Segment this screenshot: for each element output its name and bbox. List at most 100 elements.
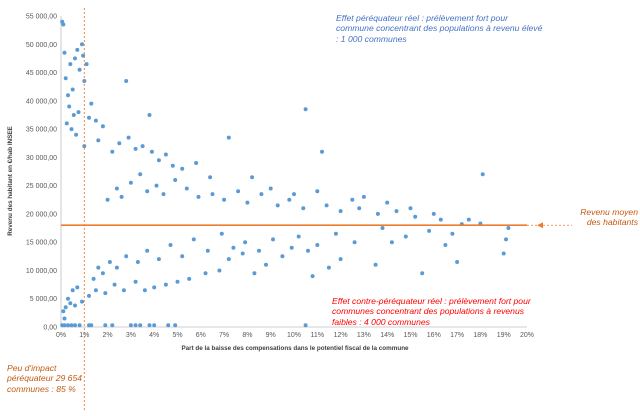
data-point (82, 144, 87, 149)
data-point (75, 47, 80, 52)
data-point (306, 248, 310, 253)
data-point (103, 291, 108, 296)
data-point (138, 172, 143, 177)
x-tick-label: 11% (311, 332, 325, 339)
data-point (194, 161, 199, 165)
y-tick-label: 5 000,00 (30, 296, 57, 303)
data-point (333, 231, 338, 236)
mean-revenue-arrow (537, 222, 543, 229)
high-income-annotation: Effet péréquateur réel : prélèvement for… (336, 13, 543, 44)
y-tick-label: 55 000,00 (26, 14, 57, 21)
data-point (84, 62, 89, 67)
data-point (75, 285, 80, 290)
reference-lines (61, 8, 572, 412)
data-point (124, 254, 129, 259)
y-tick-label: 25 000,00 (26, 183, 57, 190)
x-tick-label: 1% (79, 332, 89, 339)
data-point (145, 189, 150, 194)
data-point (119, 194, 124, 199)
data-point (112, 282, 117, 287)
data-point (128, 323, 133, 328)
data-point (100, 271, 105, 276)
x-tick-label: 3% (126, 332, 136, 339)
data-point (114, 265, 119, 270)
data-point (126, 135, 131, 140)
data-point (480, 172, 485, 177)
data-point (70, 288, 75, 293)
data-point (338, 209, 343, 214)
y-tick-label: 30 000,00 (26, 155, 57, 162)
data-point (217, 268, 222, 273)
data-point (375, 211, 380, 216)
data-point (394, 209, 399, 214)
data-point (74, 132, 79, 137)
plot-area (60, 16, 527, 328)
data-point (168, 243, 173, 247)
data-point (357, 206, 362, 211)
data-point (250, 175, 255, 180)
data-point (96, 138, 101, 143)
data-point (506, 226, 511, 230)
data-point (175, 279, 180, 284)
data-point (110, 323, 115, 328)
data-point (427, 228, 432, 233)
data-point (63, 76, 68, 81)
data-point (303, 107, 308, 112)
data-point (87, 115, 91, 120)
data-point (504, 237, 508, 242)
y-tick-label: 10 000,00 (26, 268, 57, 275)
data-point (240, 251, 245, 256)
x-tick-label: 0% (56, 332, 66, 339)
data-point (133, 279, 138, 284)
data-point (93, 288, 98, 293)
data-point (450, 231, 455, 236)
data-point (77, 323, 82, 328)
x-axis-ticks: 0% 1% 2% 3% 4% 5% 6% 7% 8% 9% 10% 11% 12% 13% 14% 15% 16… (56, 332, 534, 339)
data-point (128, 180, 133, 185)
x-tick-label: 2% (103, 332, 113, 339)
data-point (142, 288, 147, 293)
data-point (66, 296, 70, 301)
data-point (413, 214, 418, 219)
x-tick-label: 16% (427, 332, 441, 339)
data-point (87, 293, 91, 298)
data-point (163, 282, 168, 287)
data-point (320, 149, 324, 154)
data-point (62, 323, 67, 328)
data-point (350, 197, 355, 202)
data-point (208, 175, 213, 180)
data-point (203, 271, 208, 276)
data-point (152, 323, 157, 328)
data-point (67, 104, 72, 109)
data-point (64, 121, 69, 126)
data-point (147, 323, 152, 328)
data-point (268, 186, 273, 191)
data-point (93, 118, 98, 123)
y-tick-label: 50 000,00 (26, 42, 57, 49)
data-point (252, 271, 257, 276)
x-tick-label: 14% (380, 332, 394, 339)
data-point (301, 206, 306, 211)
data-point (226, 135, 231, 140)
data-point (69, 323, 74, 328)
data-point (61, 309, 66, 314)
data-point (154, 183, 159, 188)
data-point (501, 251, 506, 256)
data-point (191, 237, 196, 242)
data-point (236, 189, 241, 194)
data-point (147, 113, 152, 117)
x-tick-label: 8% (242, 332, 252, 339)
data-point (187, 276, 192, 281)
data-point (380, 226, 385, 230)
x-tick-label: 5% (172, 332, 182, 339)
data-point (105, 197, 110, 202)
mean-revenue-annotation: Revenu moyen des habitants (580, 207, 638, 228)
data-point (91, 276, 96, 281)
data-point (170, 163, 175, 168)
data-point (124, 79, 129, 83)
data-point (280, 254, 285, 259)
data-point (76, 110, 81, 115)
data-point (114, 186, 119, 191)
data-point (443, 243, 448, 247)
data-point (196, 194, 201, 199)
